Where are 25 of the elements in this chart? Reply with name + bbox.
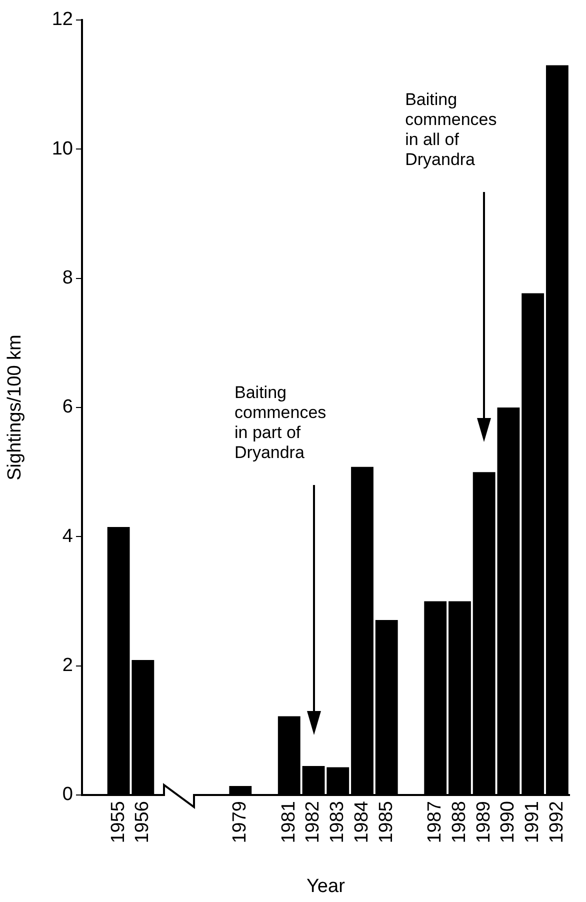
x-tick-label: 1983 bbox=[327, 801, 348, 844]
x-tick-label: 1979 bbox=[230, 801, 251, 844]
y-tick-label: 4 bbox=[62, 526, 74, 547]
x-tick-label: 1991 bbox=[522, 801, 544, 844]
x-tick-label: 1984 bbox=[351, 800, 372, 844]
annotation: Baiting commences in part of Dryandra bbox=[234, 383, 326, 462]
x-tick-label: 1955 bbox=[108, 801, 129, 844]
y-tick-label: 0 bbox=[62, 784, 73, 806]
x-tick-label: 1987 bbox=[424, 801, 446, 844]
x-tick-label: 1956 bbox=[132, 801, 154, 844]
x-tick-label: 1988 bbox=[448, 801, 470, 844]
y-tick-label: 2 bbox=[62, 655, 73, 676]
y-axis-title: Sightings/100 km bbox=[4, 334, 26, 480]
annotation: Baiting commences in all of Dryandra bbox=[405, 90, 497, 170]
x-tick-label: 1981 bbox=[278, 801, 300, 844]
y-tick-label: 10 bbox=[52, 138, 73, 160]
x-tick-label: 1992 bbox=[546, 801, 568, 844]
y-tick-label: 12 bbox=[52, 9, 73, 30]
x-tick-label: 1985 bbox=[376, 801, 397, 844]
y-tick-label: 6 bbox=[62, 396, 73, 418]
y-tick-label: 8 bbox=[62, 268, 73, 289]
x-tick-label: 1990 bbox=[498, 801, 519, 844]
x-tick-label: 1989 bbox=[473, 801, 494, 844]
x-axis-title: Year bbox=[306, 876, 346, 897]
x-tick-label: 1982 bbox=[302, 801, 324, 844]
